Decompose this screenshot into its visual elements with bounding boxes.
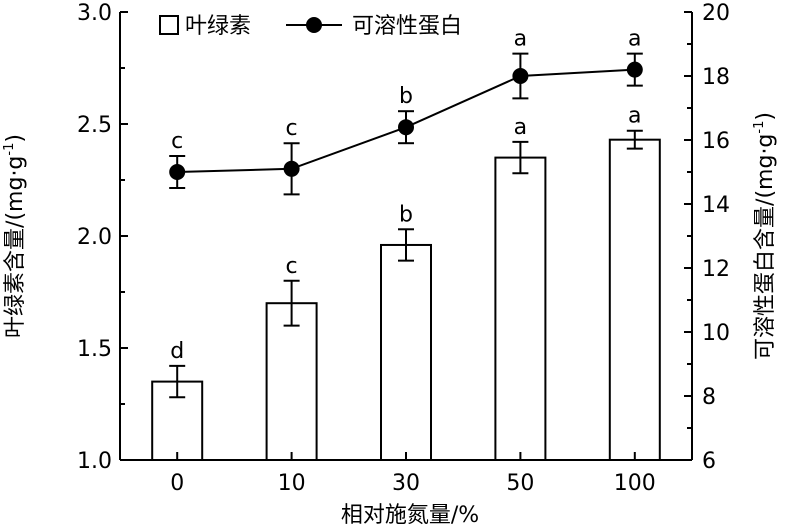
- chlorophyll-sig-label: a: [628, 104, 641, 129]
- protein-point: [512, 68, 529, 84]
- y-right-tick-label: 20: [702, 1, 730, 26]
- protein-sig-label: a: [628, 27, 641, 52]
- y-right-tick-label: 18: [702, 65, 730, 90]
- chlorophyll-bar: [380, 243, 432, 461]
- y-left-axis-title: 叶绿素含量/(mg·g-1): [2, 134, 28, 338]
- protein-sig-label: c: [171, 129, 183, 154]
- significance-labels: d c b a a c c b a a: [170, 27, 641, 364]
- chlorophyll-sig-label: b: [399, 202, 413, 227]
- y-left-tick-label: 1.0: [77, 449, 112, 474]
- protein-point: [626, 61, 643, 78]
- chlorophyll-bar: [265, 302, 318, 462]
- y-left-tick-label: 2.0: [77, 225, 112, 250]
- y-right-tick-label: 8: [702, 385, 716, 410]
- y-left-title-main: 叶绿素含量/(mg·g: [3, 156, 28, 338]
- chlorophyll-sig-label: d: [170, 339, 184, 364]
- y-right-tick-label: 14: [702, 193, 730, 218]
- x-tick-label: 50: [506, 471, 534, 496]
- legend-line-marker: [306, 17, 322, 33]
- bar-error-bars: [169, 129, 643, 399]
- y-right-title-sup: -1: [752, 121, 767, 134]
- y-right-axis-title: 可溶性蛋白含量/(mg·g-1): [752, 112, 778, 360]
- protein-sig-label: c: [286, 116, 298, 141]
- y-left-title-end: ): [3, 134, 28, 143]
- y-right-tick-label: 12: [702, 257, 730, 282]
- bar-group: [151, 138, 661, 462]
- legend-bar-swatch: [159, 15, 179, 35]
- y-left-tick-label: 3.0: [77, 1, 112, 26]
- protein-point: [169, 164, 186, 180]
- y-left-tick-label: 2.5: [77, 113, 112, 138]
- x-tick-label: 10: [278, 471, 306, 496]
- y-left-tick-label: 1.5: [77, 337, 112, 362]
- protein-point: [283, 160, 300, 177]
- chlorophyll-bar: [494, 156, 547, 461]
- protein-line-layer: [169, 52, 643, 196]
- y-right-tick-label: 16: [702, 129, 730, 154]
- x-tick-label: 0: [170, 471, 184, 496]
- y-right-tick-label: 10: [702, 321, 730, 346]
- y-left-title-sup: -1: [2, 143, 17, 156]
- protein-sig-label: a: [514, 27, 527, 52]
- protein-sig-label: b: [399, 84, 413, 109]
- tick-labels: 1.0 1.5 2.0 2.5 3.0 6 8 10 12 14 16 18 20 0 10 30 50 100: [77, 1, 730, 496]
- legend-bar-label: 叶绿素: [185, 14, 251, 39]
- chlorophyll-sig-label: a: [514, 115, 527, 140]
- y-right-title-main: 可溶性蛋白含量/(mg·g: [753, 134, 778, 360]
- protein-point: [398, 119, 414, 136]
- x-axis-title: 相对施氮量/%: [341, 503, 479, 528]
- y-right-title-end: ): [753, 112, 778, 121]
- x-tick-label: 100: [614, 471, 656, 496]
- legend: 叶绿素 可溶性蛋白: [159, 14, 462, 39]
- y-right-tick-label: 6: [702, 449, 716, 474]
- chlorophyll-bar: [608, 138, 661, 461]
- x-tick-label: 30: [392, 471, 420, 496]
- axes: [119, 11, 693, 461]
- legend-line-label: 可溶性蛋白: [352, 14, 462, 39]
- chlorophyll-sig-label: c: [286, 254, 298, 279]
